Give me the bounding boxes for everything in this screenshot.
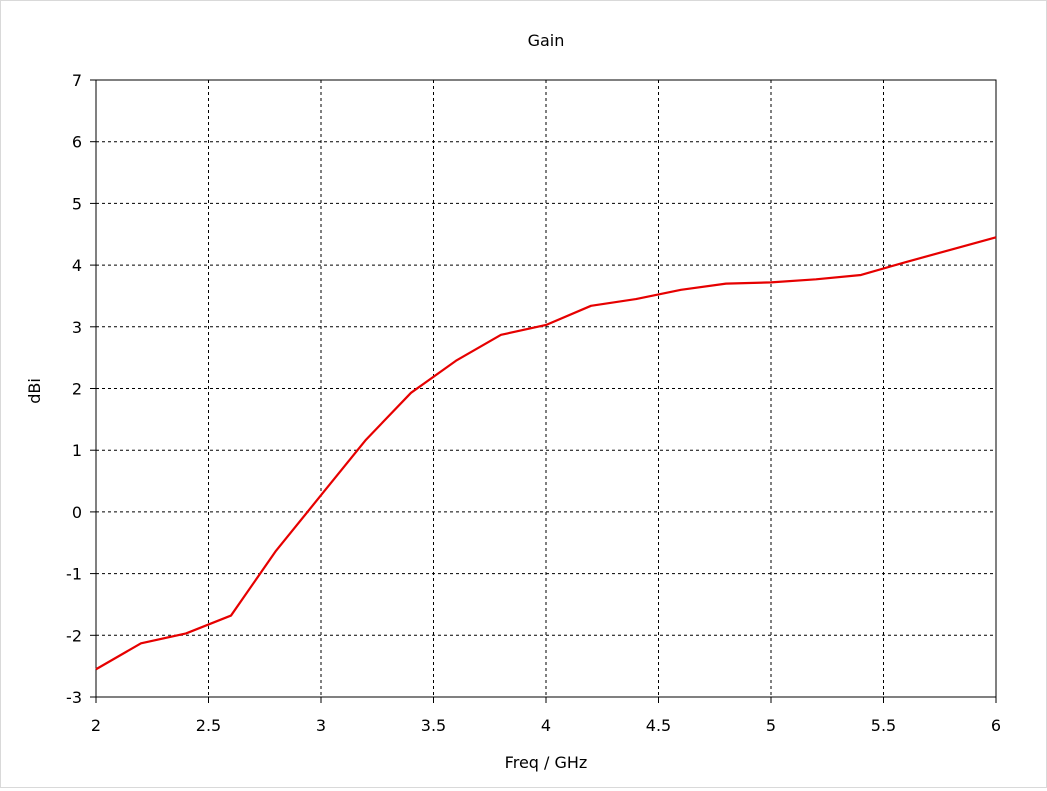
x-tick-label: 6 xyxy=(991,716,1001,735)
gain-series-line xyxy=(95,236,997,671)
y-tick-label: -2 xyxy=(66,626,82,645)
x-tick-label: 4 xyxy=(541,716,551,735)
x-tick-label: 3 xyxy=(316,716,326,735)
y-tick-label: 0 xyxy=(72,503,82,522)
y-tick-label: 6 xyxy=(72,133,82,152)
x-tick-label: 5 xyxy=(766,716,776,735)
x-tick-label: 2 xyxy=(91,716,101,735)
y-tick-label: 3 xyxy=(72,318,82,337)
x-axis-label: Freq / GHz xyxy=(505,753,588,772)
plot-area-border xyxy=(95,79,997,698)
x-tick-label: 5.5 xyxy=(871,716,896,735)
tick-labels: 2 2.5 3 3.5 4 4.5 5 5.5 6 -3 -2 -1 0 1 2 3 4 5 6 7 xyxy=(66,71,1001,735)
grid xyxy=(96,80,996,697)
y-tick-label: -1 xyxy=(66,565,82,584)
y-tick-label: -3 xyxy=(66,688,82,707)
y-tick-label: 7 xyxy=(72,71,82,90)
y-axis-label: dBi xyxy=(25,378,44,404)
x-tick-label: 2.5 xyxy=(196,716,221,735)
y-tick-label: 2 xyxy=(72,380,82,399)
y-tick-label: 5 xyxy=(72,194,82,213)
y-tick-label: 1 xyxy=(72,441,82,460)
x-tick-label: 3.5 xyxy=(421,716,446,735)
x-tick-label: 4.5 xyxy=(646,716,671,735)
y-tick-label: 4 xyxy=(72,256,82,275)
axes xyxy=(90,79,997,703)
chart-title: Gain xyxy=(528,31,565,50)
series-layer xyxy=(95,236,997,671)
